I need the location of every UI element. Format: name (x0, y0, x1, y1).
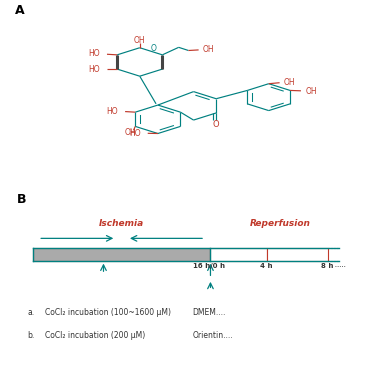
Text: OH: OH (134, 36, 145, 45)
Text: 16 h/0 h: 16 h/0 h (193, 263, 225, 269)
Text: 4 h: 4 h (260, 263, 273, 269)
Text: Ischemia: Ischemia (99, 219, 144, 228)
Bar (211, 248, 267, 261)
Text: CoCl₂ incubation (200 μM): CoCl₂ incubation (200 μM) (46, 331, 146, 340)
Text: Reperfusion: Reperfusion (250, 219, 311, 228)
Text: HO: HO (88, 49, 100, 58)
Text: 8 h: 8 h (322, 263, 334, 269)
Text: a.: a. (27, 308, 34, 317)
Text: A: A (15, 4, 24, 16)
Bar (33, 248, 211, 261)
Text: HO: HO (129, 128, 141, 138)
Bar (267, 248, 328, 261)
Text: DMEM....: DMEM.... (192, 308, 226, 317)
Text: B: B (17, 193, 26, 206)
Text: CoCl₂ incubation (100~1600 μM): CoCl₂ incubation (100~1600 μM) (46, 308, 171, 317)
Text: OH: OH (305, 87, 317, 96)
Text: HO: HO (106, 107, 118, 116)
Text: HO: HO (88, 64, 100, 74)
Text: b.: b. (27, 331, 34, 340)
Text: OH: OH (125, 128, 137, 137)
Text: OH: OH (284, 78, 296, 87)
Text: Orientin....: Orientin.... (192, 331, 233, 340)
Text: O: O (213, 120, 219, 128)
Text: O: O (151, 44, 157, 53)
Text: OH: OH (202, 45, 214, 54)
